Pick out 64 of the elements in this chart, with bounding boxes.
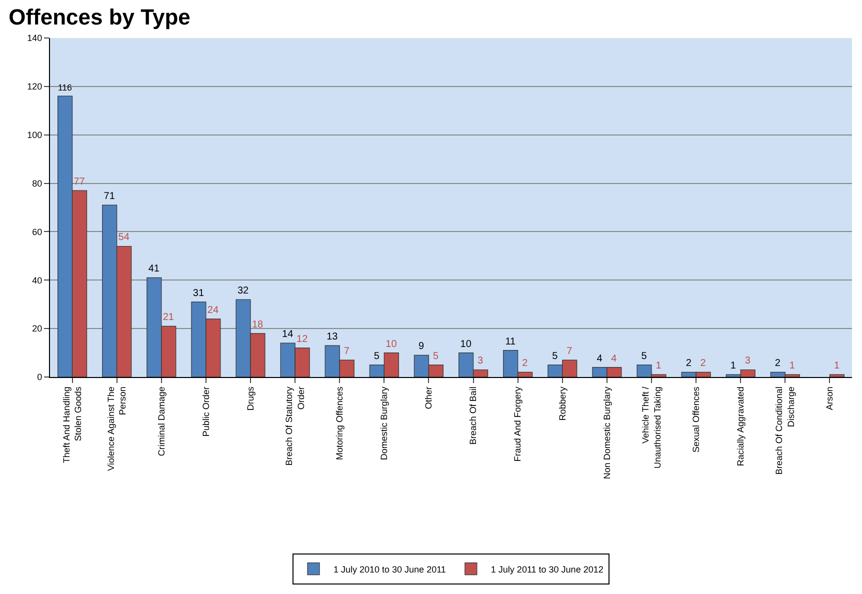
chart-title: Offences by Type <box>8 4 190 30</box>
x-tick-label: Sexual Offences <box>690 386 701 452</box>
y-tick-label: 40 <box>32 275 42 286</box>
data-label: 7 <box>566 346 573 358</box>
data-label: 10 <box>386 338 398 350</box>
data-label: 7 <box>344 346 350 358</box>
data-label: 24 <box>207 304 219 316</box>
x-tick-label: Vehicle Theft / Unauthorised Taking <box>640 386 662 468</box>
data-label: 2 <box>522 358 528 370</box>
x-tick-label: Theft And Handling Stolen Goods <box>61 386 84 464</box>
data-label: 1 <box>789 360 796 372</box>
data-label: 5 <box>552 350 558 362</box>
legend-label: 1 July 2011 to 30 June 2012 <box>490 564 604 574</box>
y-tick-label: 140 <box>27 33 42 44</box>
data-label: 71 <box>104 191 116 202</box>
data-label: 32 <box>237 286 250 297</box>
legend-label: 1 July 2010 to 30 June 2011 <box>334 564 446 574</box>
data-label: 12 <box>296 334 308 345</box>
data-label: 13 <box>326 332 338 343</box>
x-tick-label: Fraud And Forgery <box>512 386 523 462</box>
data-label: 4 <box>611 353 618 364</box>
data-label: 21 <box>162 312 174 324</box>
data-label: 1 <box>656 360 662 372</box>
data-label: 14 <box>282 329 294 340</box>
x-tick-label: Robbery <box>557 386 568 421</box>
data-label: 116 <box>58 82 72 92</box>
x-tick-label: Racially Aggravated <box>736 386 746 466</box>
data-label: 5 <box>641 350 648 362</box>
bar <box>829 374 844 377</box>
x-tick-label: Domestic Burglary <box>379 386 390 460</box>
x-tick-label: Other <box>424 386 434 410</box>
x-tick-label: Breach Of Conditional Discharge <box>774 386 796 475</box>
data-label: 54 <box>118 232 130 244</box>
data-label: 5 <box>432 350 439 362</box>
data-label: 1 <box>730 360 736 372</box>
data-label: 2 <box>700 358 706 370</box>
y-tick-label: 60 <box>32 226 42 237</box>
data-label: 5 <box>374 350 380 362</box>
x-tick-label: Violence Against The Person <box>106 386 128 471</box>
data-label: 11 <box>505 336 516 348</box>
x-tick-label: Public Order <box>200 386 211 437</box>
data-label: 31 <box>192 288 204 299</box>
data-label: 9 <box>418 341 424 352</box>
y-tick-label: 20 <box>32 324 42 334</box>
data-label: 1 <box>834 360 840 372</box>
y-tick-label: 0 <box>37 372 42 382</box>
x-tick-label: Non Domestic Burglary <box>602 386 612 480</box>
data-label: 10 <box>460 338 472 350</box>
y-tick-label: 120 <box>27 82 42 92</box>
data-label: 41 <box>148 264 160 275</box>
x-tick-label: Arson <box>824 386 835 410</box>
data-label: 18 <box>252 319 264 330</box>
data-label: 2 <box>686 358 692 370</box>
x-tick-label: Breach Of Bail <box>468 386 478 445</box>
data-label: 3 <box>744 356 751 367</box>
y-tick-label: 100 <box>27 130 42 140</box>
x-tick-label: Motoring Offences <box>334 386 345 460</box>
x-tick-label: Breach Of Statutory Order <box>284 386 306 466</box>
y-tick-label: 80 <box>32 178 42 188</box>
data-label: 3 <box>478 356 484 367</box>
x-tick-label: Drugs <box>245 386 256 411</box>
data-label: 4 <box>596 353 603 364</box>
x-tick-label: Criminal Damage <box>156 386 166 456</box>
data-label: 2 <box>774 358 781 370</box>
